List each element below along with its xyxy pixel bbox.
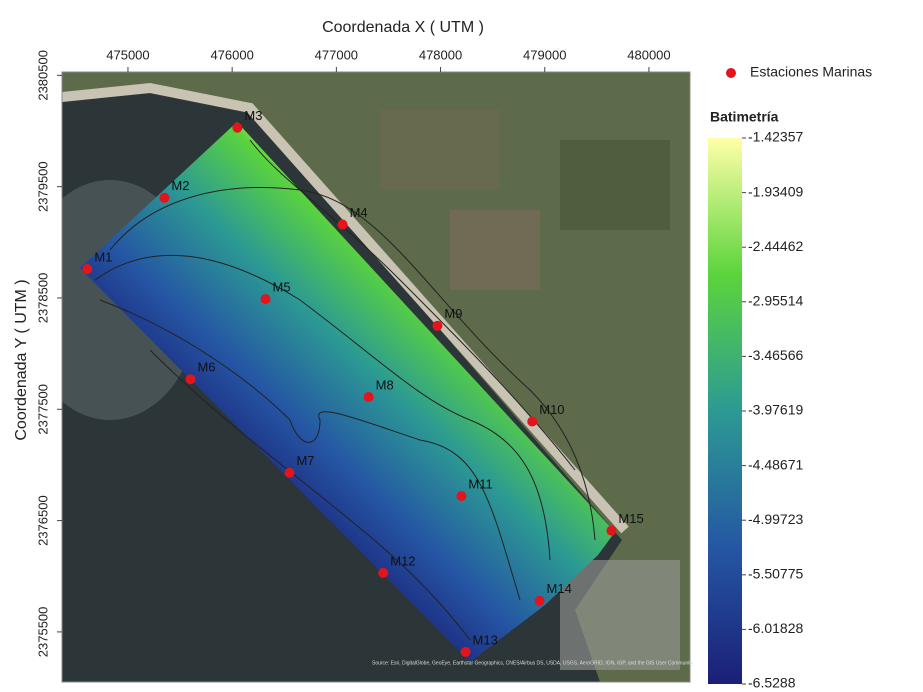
y-tick-label: 2377500 — [35, 384, 50, 435]
y-tick-label: 2375500 — [35, 607, 50, 658]
station-label: M9 — [444, 306, 462, 321]
station-label: M2 — [171, 178, 189, 193]
y-tick-label: 2380500 — [35, 50, 50, 101]
station-label: M3 — [244, 108, 262, 123]
station-point — [606, 526, 616, 536]
colorbar — [708, 138, 742, 684]
station-point — [338, 220, 348, 230]
colorbar-tick-label: -3.97619 — [748, 402, 803, 418]
x-tick-label: 480000 — [627, 47, 670, 62]
station-label: M13 — [473, 632, 498, 647]
colorbar-tick-label: -2.44462 — [748, 238, 803, 254]
station-point — [159, 193, 169, 203]
station-point — [432, 321, 442, 331]
colorbar-tick-label: -5.50775 — [748, 566, 803, 582]
station-label: M8 — [376, 377, 394, 392]
station-label: M1 — [94, 249, 112, 264]
legend-marker — [726, 68, 736, 78]
station-label: M12 — [390, 553, 415, 568]
station-label: M6 — [197, 360, 215, 375]
x-tick-label: 477000 — [315, 47, 358, 62]
station-label: M4 — [350, 205, 368, 220]
station-point — [260, 294, 270, 304]
station-point — [284, 468, 294, 478]
legend-label: Estaciones Marinas — [750, 64, 872, 80]
attribution: Source: Esri, DigitalGlobe, GeoEye, Eart… — [372, 660, 694, 666]
x-tick-label: 479000 — [523, 47, 566, 62]
colorbar-tick-label: -3.46566 — [748, 347, 803, 363]
y-tick-label: 2376500 — [35, 495, 50, 546]
colorbar-tick-label: -4.48671 — [748, 456, 803, 472]
station-point — [535, 596, 545, 606]
y-tick-label: 2378500 — [35, 273, 50, 324]
colorbar-tick-label: -4.99723 — [748, 511, 803, 527]
colorbar-tick-label: -6.5288 — [748, 675, 796, 691]
y-tick-label: 2379500 — [35, 161, 50, 212]
station-point — [232, 123, 242, 133]
station-point — [461, 647, 471, 657]
station-label: M5 — [272, 280, 290, 295]
station-point — [527, 417, 537, 427]
station-point — [364, 392, 374, 402]
colorbar-title: Batimetría — [710, 109, 779, 125]
x-tick-label: 475000 — [106, 47, 149, 62]
y-axis-title: Coordenada Y ( UTM ) — [13, 279, 30, 440]
station-point — [378, 568, 388, 578]
colorbar-tick-label: -2.95514 — [748, 293, 803, 309]
colorbar-tick-label: -6.01828 — [748, 620, 803, 636]
station-label: M14 — [547, 581, 572, 596]
station-point — [185, 374, 195, 384]
station-label: M15 — [618, 511, 643, 526]
station-point — [456, 491, 466, 501]
x-axis-title: Coordenada X ( UTM ) — [322, 19, 484, 36]
map-figure: Coordenada X ( UTM ) Coordenada Y ( UTM … — [0, 0, 923, 692]
colorbar-tick-label: -1.93409 — [748, 183, 803, 199]
station-point — [82, 264, 92, 274]
station-label: M10 — [539, 402, 564, 417]
station-label: M11 — [468, 477, 492, 492]
x-tick-label: 476000 — [210, 47, 253, 62]
colorbar-tick-label: -1.42357 — [748, 129, 803, 145]
station-label: M7 — [296, 453, 314, 468]
x-tick-label: 478000 — [419, 47, 462, 62]
